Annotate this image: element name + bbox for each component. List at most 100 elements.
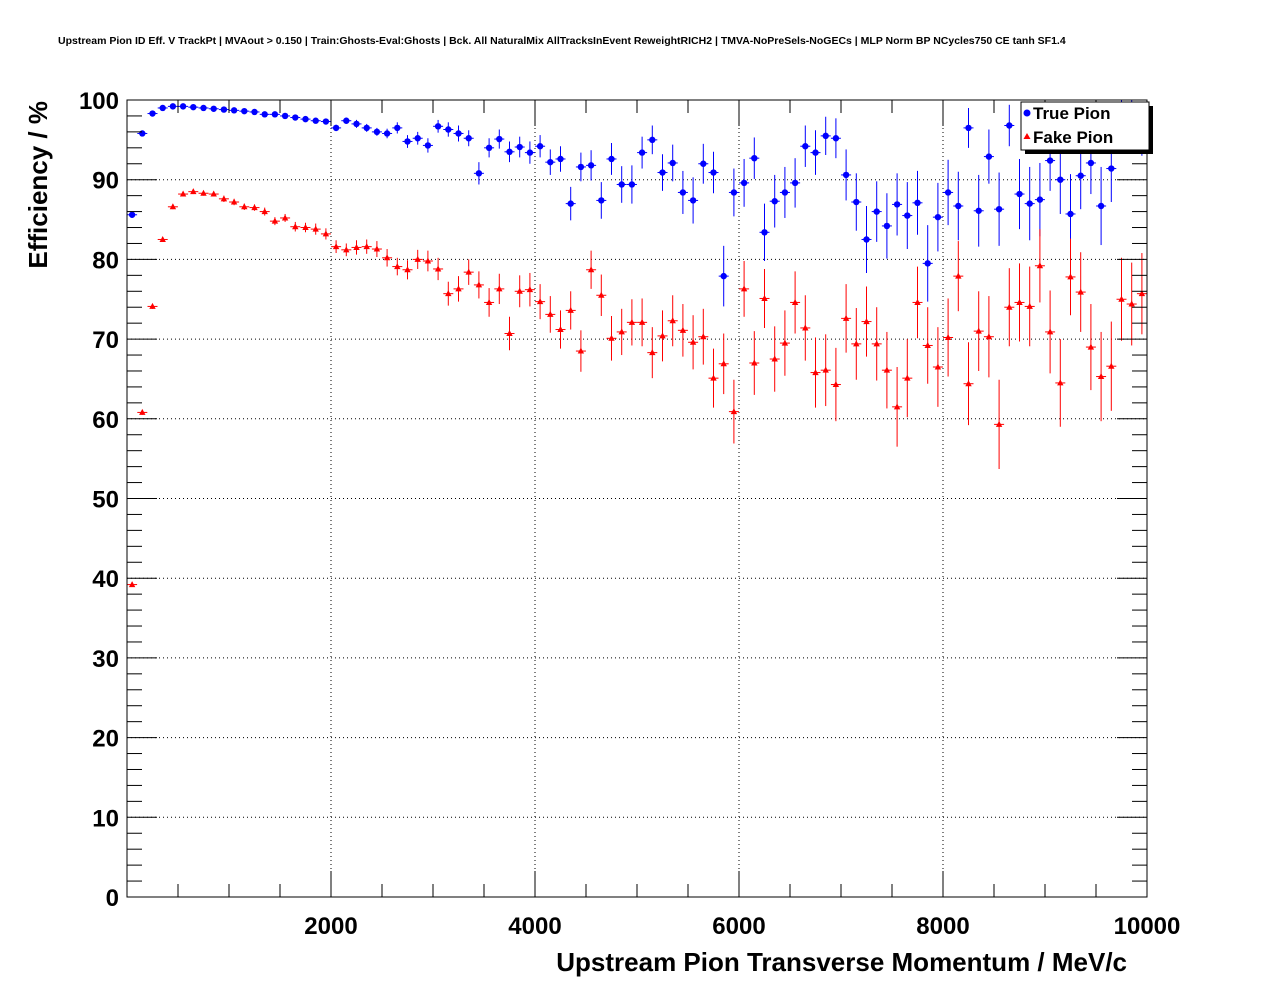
data-point <box>506 330 513 337</box>
data-point <box>128 211 136 218</box>
data-point <box>343 246 350 253</box>
data-point <box>363 243 370 250</box>
data-point <box>210 190 217 197</box>
data-point <box>618 181 625 188</box>
data-point <box>251 204 258 211</box>
data-point <box>230 198 238 205</box>
data-point <box>638 318 646 325</box>
data-point <box>302 115 309 123</box>
data-point <box>445 126 452 133</box>
data-point <box>506 148 513 156</box>
data-point <box>934 213 942 221</box>
data-point <box>995 205 1003 213</box>
data-point <box>883 366 891 373</box>
data-point <box>547 310 554 317</box>
series-true-pion <box>127 100 1147 307</box>
data-point <box>200 104 207 112</box>
data-point <box>995 420 1003 427</box>
data-point <box>761 229 768 236</box>
x-tick-labels: 2000 4000 6000 8000 10000 <box>304 913 1180 940</box>
data-point <box>169 203 177 210</box>
data-point <box>322 230 330 237</box>
data-point <box>904 374 911 381</box>
y-tick-label: 0 <box>106 885 119 912</box>
data-point <box>822 132 829 140</box>
data-point <box>802 324 809 331</box>
data-point <box>842 314 850 321</box>
data-point <box>190 103 197 111</box>
data-point <box>608 334 615 341</box>
data-point <box>1087 343 1095 350</box>
data-point <box>710 169 717 176</box>
data-point <box>547 158 554 166</box>
data-point <box>659 169 666 176</box>
y-tick-label: 90 <box>92 168 119 195</box>
data-point <box>893 403 901 410</box>
x-tick-label: 2000 <box>304 913 357 940</box>
data-point <box>404 138 411 145</box>
data-point <box>893 201 901 208</box>
y-tick-label: 10 <box>92 805 119 832</box>
data-point <box>1036 196 1044 203</box>
data-point <box>139 130 146 137</box>
data-point <box>383 130 391 137</box>
data-point <box>649 349 656 356</box>
data-point <box>985 333 993 340</box>
series-fake-pion <box>127 188 1147 588</box>
data-point <box>1097 202 1105 210</box>
data-point <box>700 333 707 340</box>
data-point <box>883 222 891 230</box>
data-point <box>373 245 381 252</box>
data-point <box>1118 295 1125 302</box>
data-point <box>812 149 819 156</box>
legend-fake-pion-marker <box>1023 133 1031 139</box>
data-point <box>394 263 401 270</box>
data-point <box>689 197 697 204</box>
legend-fake-pion-label: Fake Pion <box>1033 128 1113 147</box>
y-tick-label: 50 <box>92 487 119 514</box>
data-point <box>271 217 279 224</box>
data-point <box>200 189 207 196</box>
data-point <box>955 272 962 279</box>
data-point <box>904 212 911 219</box>
data-point <box>720 360 727 367</box>
data-point <box>781 339 789 346</box>
data-point <box>771 355 778 362</box>
data-point <box>1057 379 1064 386</box>
y-tick-labels: 0 10 20 30 40 50 60 70 80 90 100 <box>79 88 119 912</box>
data-point <box>608 155 615 163</box>
legend-true-pion-marker <box>1023 109 1031 117</box>
data-point <box>261 208 268 215</box>
x-tick-label: 10000 <box>1114 913 1181 940</box>
data-point <box>1026 302 1033 309</box>
data-point <box>322 118 330 125</box>
data-point <box>955 202 962 210</box>
y-tick-label: 70 <box>92 327 119 354</box>
data-point <box>669 159 676 167</box>
data-point <box>1067 273 1074 280</box>
data-point <box>1036 262 1044 269</box>
data-point <box>751 359 758 366</box>
data-point <box>557 326 564 333</box>
data-point <box>730 189 738 196</box>
data-point <box>261 111 268 118</box>
data-point <box>822 366 829 373</box>
data-point <box>587 266 595 273</box>
legend-box <box>1020 101 1150 151</box>
data-point <box>873 208 880 215</box>
data-point <box>618 328 625 335</box>
data-point <box>1006 303 1013 310</box>
x-tick-label: 4000 <box>508 913 561 940</box>
data-point <box>465 135 472 142</box>
y-tick-label: 80 <box>92 247 119 274</box>
x-axis-title: Upstream Pion Transverse Momentum / MeV/… <box>556 947 1127 977</box>
data-point <box>598 197 605 204</box>
chart-title: Upstream Pion ID Eff. V TrackPt | MVAout… <box>58 35 1066 47</box>
data-point <box>802 143 809 150</box>
data-point <box>944 189 952 196</box>
data-point <box>577 163 585 171</box>
data-point <box>475 281 483 288</box>
data-point <box>832 381 840 388</box>
data-point <box>220 106 228 113</box>
